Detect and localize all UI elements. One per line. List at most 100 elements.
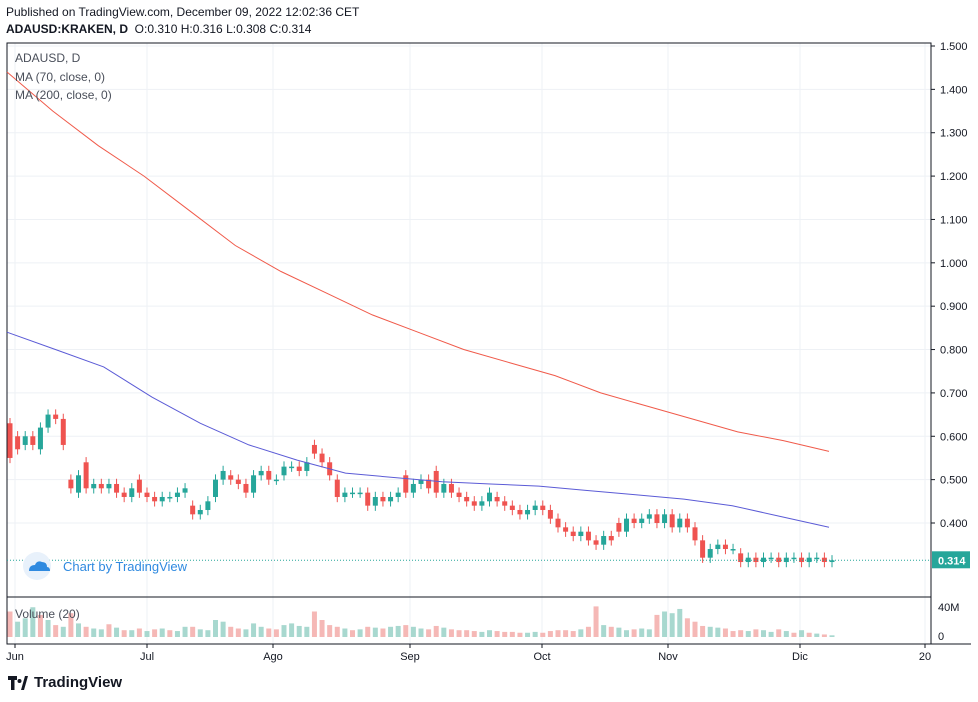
volume-bar [228, 626, 234, 637]
candle-body [357, 492, 363, 495]
tradingview-logo-icon [8, 675, 28, 690]
candle-body [190, 505, 196, 515]
candle-body [403, 475, 409, 493]
volume-bar [631, 629, 637, 637]
volume-bar [22, 618, 28, 637]
candle-body [502, 501, 508, 506]
volume-bar [205, 630, 211, 637]
volume-bar [372, 627, 378, 637]
candle-body [76, 475, 81, 493]
candle-body [768, 557, 774, 560]
candle-body [722, 544, 728, 550]
volume-bar [380, 628, 386, 637]
volume-bar [418, 628, 424, 637]
candle-body [304, 462, 310, 471]
candle-body [593, 540, 599, 545]
candle-body [608, 536, 614, 541]
volume-bar [799, 630, 805, 637]
candle-body [235, 479, 241, 484]
ohlc-readout: O:0.310 H:0.316 L:0.308 C:0.314 [134, 22, 312, 36]
last-price-tag [932, 551, 970, 569]
tradingview-brand-label: TradingView [34, 674, 123, 691]
volume-bar [639, 628, 645, 637]
x-tick-label: Jul [140, 651, 154, 663]
volume-bar [761, 630, 766, 637]
tradingview-brand[interactable]: TradingView [8, 674, 122, 691]
y-tick-label: 0.400 [940, 518, 968, 530]
volume-bar [456, 630, 462, 637]
volume-bar [441, 627, 447, 637]
volume-bar [745, 631, 751, 637]
volume-bar [532, 631, 538, 637]
volume-bar [182, 626, 188, 637]
candle-body [814, 557, 820, 560]
cloud-icon [29, 561, 50, 571]
volume-bar [159, 628, 165, 637]
volume-bar [646, 629, 652, 637]
volume-bar [471, 631, 477, 637]
candle-body [433, 470, 439, 493]
candle-body [289, 466, 295, 469]
volume-bar [342, 628, 348, 637]
volume-bar [98, 629, 104, 637]
candle-body [677, 518, 683, 528]
x-tick-label: Dic [792, 651, 808, 663]
chart-watermark: Chart by TradingView [63, 559, 188, 574]
volume-bar [677, 608, 683, 637]
volume-bar [289, 623, 295, 637]
candle-body [159, 496, 165, 502]
volume-bar [464, 630, 470, 637]
candle-body [517, 509, 523, 515]
volume-bar [722, 628, 728, 637]
candle-body [350, 492, 355, 495]
candle-body [547, 509, 553, 519]
candle-body [707, 549, 713, 558]
volume-bar [517, 632, 523, 637]
volume-bar [220, 621, 226, 637]
candle-body [114, 483, 120, 493]
candle-body [570, 531, 576, 537]
volume-bar [616, 627, 622, 637]
volume-bar [334, 626, 340, 637]
volume-bar [547, 631, 553, 637]
volume-bar [487, 630, 492, 637]
volume-bar [15, 621, 21, 637]
candle-body [821, 557, 827, 563]
candle-body [37, 427, 43, 450]
volume-bar [190, 626, 196, 637]
candle-body [418, 479, 424, 484]
volume-bar [738, 630, 744, 637]
volume-bar [251, 623, 257, 637]
candle-body [174, 492, 180, 497]
candle-body [616, 523, 622, 532]
volume-bar [829, 635, 835, 637]
candle-body [60, 418, 66, 445]
volume-bar [144, 631, 150, 637]
volume-bar [624, 630, 629, 637]
candle-body [471, 501, 477, 506]
candle-body [7, 423, 13, 458]
volume-bar [426, 629, 432, 637]
volume-bar [593, 606, 599, 637]
legend-volume: Volume (20) [15, 607, 80, 621]
ma200-line [6, 71, 830, 452]
y-tick-label: 1.200 [940, 171, 968, 183]
x-tick-label: Sep [400, 651, 420, 663]
volume-bar [266, 628, 272, 637]
candle-body [624, 518, 629, 532]
candle-body [98, 483, 104, 489]
volume-bar [304, 626, 310, 637]
candle-body [152, 496, 158, 502]
volume-bar [91, 628, 97, 637]
candle-body [106, 483, 112, 489]
volume-bar [83, 626, 89, 637]
volume-bar [806, 632, 812, 637]
candle-body [532, 505, 538, 510]
candle-body [555, 518, 561, 528]
candle-body [296, 466, 302, 471]
volume-bar [768, 631, 774, 637]
candle-body [334, 479, 340, 497]
candle-body [730, 549, 736, 551]
volume-bar [296, 625, 302, 637]
